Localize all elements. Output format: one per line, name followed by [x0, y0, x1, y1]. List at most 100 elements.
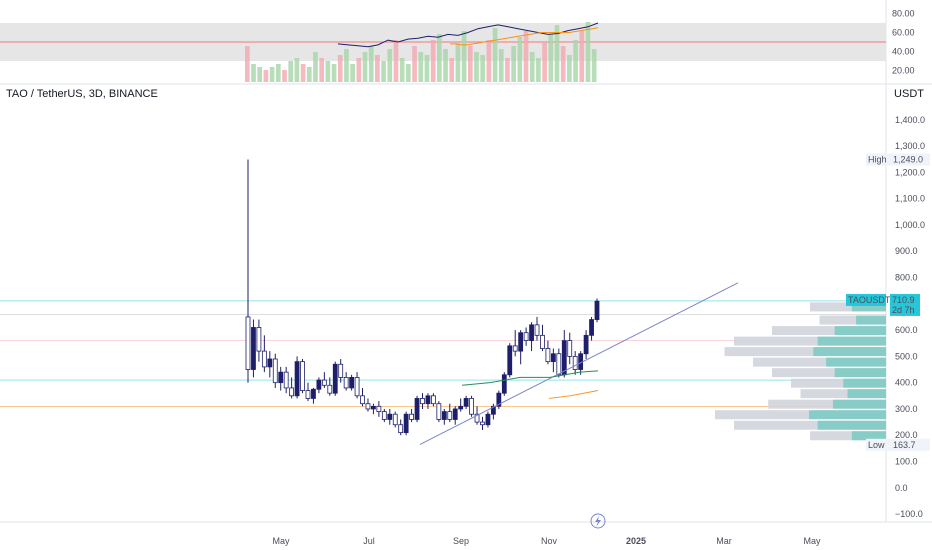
volume-bar [393, 40, 399, 82]
low-badge: Low 163.7 [866, 438, 930, 451]
low-badge-value: 163.7 [893, 440, 916, 450]
volume-bar [542, 43, 547, 82]
volume-bar [585, 22, 591, 82]
volume-bar [424, 55, 430, 82]
volume-profile-bar [832, 399, 886, 409]
candle-body [321, 379, 327, 386]
candle-body [425, 395, 431, 405]
candle-body [572, 355, 578, 370]
ticker-badge-bg [846, 293, 886, 306]
candle-body [311, 388, 316, 399]
volume-profile-bar [851, 431, 886, 441]
low-badge-label: Low [868, 440, 885, 450]
candle-body [338, 363, 344, 378]
volume-bar [375, 55, 380, 82]
symbol-title: TAO / TetherUS, 3D, BINANCE [6, 88, 158, 100]
volume-bar [313, 52, 318, 82]
time-axis-label: Sep [453, 536, 469, 546]
volume-profile-bar [809, 410, 886, 420]
volume-bar [560, 46, 566, 82]
time-axis-label: May [272, 536, 290, 546]
volume-profile-bar [847, 389, 886, 399]
candle-body [256, 327, 262, 352]
candle-body [398, 424, 404, 434]
candle-body [294, 361, 300, 397]
volume-profile-bar [834, 326, 886, 336]
volume-bar [325, 61, 331, 82]
volume-bar [245, 46, 250, 82]
candle-body [436, 403, 442, 420]
candle-body [354, 377, 360, 397]
candle-body [343, 377, 349, 389]
price-tick-label: 400.0 [895, 378, 918, 388]
candle-body [507, 345, 513, 376]
bolt-icon-glyph [595, 516, 601, 527]
price-tick-label: 1,300.0 [895, 141, 925, 151]
high-badge: High 1,249.0 [866, 153, 930, 166]
candle-body [594, 300, 600, 320]
price-tick-label: 1,200.0 [895, 167, 925, 177]
oscillator-tick-label: 40.00 [892, 47, 915, 57]
candle-body [485, 413, 491, 426]
volume-bar [300, 64, 306, 82]
volume-bar [591, 49, 597, 82]
volume-bar [505, 58, 510, 82]
volume-bar [492, 28, 498, 82]
last-price-badge-bg [890, 293, 920, 316]
candle-body [420, 398, 425, 405]
candle-body [376, 405, 382, 412]
candle-body [278, 371, 284, 384]
volume-bar [529, 52, 535, 82]
candle-body [283, 371, 289, 389]
volume-bar [269, 67, 275, 82]
candle-body [316, 379, 322, 390]
volume-profile-bar [734, 336, 886, 346]
high-badge-label-bg [866, 153, 890, 166]
volume-bar [467, 46, 473, 82]
volume-profile-bar [768, 399, 886, 409]
volume-bar [455, 43, 461, 82]
candle-body [556, 353, 562, 376]
candle-body [518, 332, 524, 352]
low-badge-value-bg [890, 438, 930, 451]
candle-body [305, 390, 311, 399]
candle-body [523, 332, 529, 342]
price-tick-label: 1,000.0 [895, 220, 925, 230]
volume-profile-bar [810, 431, 886, 441]
volume-bar [381, 61, 386, 82]
candle-body [567, 340, 573, 357]
price-tick-label: 500.0 [895, 351, 918, 361]
time-axis-label: Mar [716, 536, 732, 546]
volume-profile-bar [772, 368, 886, 378]
time-axis-label: Jul [363, 536, 375, 546]
price-tick-label: 1,100.0 [895, 194, 925, 204]
candle-body [272, 358, 278, 384]
candle-body [300, 361, 305, 391]
moving-average-orange [548, 390, 599, 399]
volume-bar [573, 40, 578, 82]
candle-body [251, 327, 256, 370]
time-axis-label: 2025 [626, 536, 646, 546]
volume-bar [449, 58, 455, 82]
volume-bar [536, 58, 541, 82]
oscillator-tick-label: 80.00 [892, 9, 915, 19]
candle-body [490, 405, 496, 415]
candle-body [561, 340, 567, 376]
price-tick-label: 1,400.0 [895, 115, 925, 125]
ticker-badge: TAOUSDT [848, 295, 891, 305]
volume-bar [288, 61, 294, 82]
moving-average-green [461, 370, 599, 386]
volume-bar [331, 64, 337, 82]
candle-body [447, 411, 453, 420]
last-price-label: 710.9 [892, 295, 915, 305]
volume-bar [282, 70, 287, 82]
volume-bar [412, 46, 417, 82]
candle-body [474, 413, 480, 423]
volume-profile-bar [813, 347, 886, 357]
oscillator-tick-label: 60.00 [892, 28, 915, 38]
volume-profile-bar [800, 389, 886, 399]
volume-bar [337, 55, 343, 82]
candle-body [496, 392, 502, 407]
candle-body [529, 324, 534, 342]
